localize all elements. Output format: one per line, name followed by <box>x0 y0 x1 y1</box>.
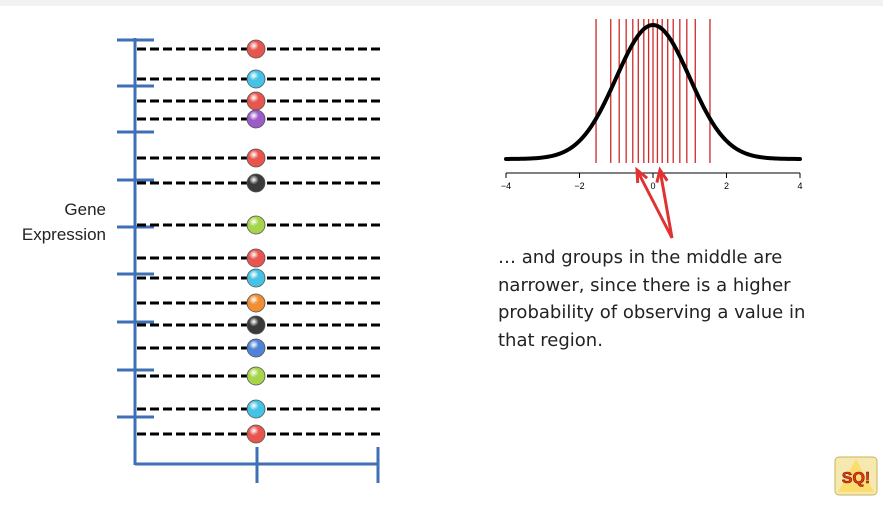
data-point <box>246 215 266 235</box>
chart-x-tick-label: 0 <box>650 181 655 191</box>
data-point <box>246 148 266 168</box>
caption-line-4: that region. <box>498 329 603 351</box>
statquest-logo-icon: SQ! <box>834 456 878 496</box>
chart-x-tick-label: 4 <box>797 181 802 191</box>
arrow-head-left <box>635 166 649 184</box>
density-curve <box>504 22 802 161</box>
data-point <box>246 293 266 313</box>
chart-x-tick-label: −2 <box>574 181 584 191</box>
chart-x-tick-label: −4 <box>501 181 511 191</box>
arrow-shaft-right <box>658 169 674 239</box>
data-point <box>246 109 266 129</box>
y-axis-label: Gene Expression <box>0 197 106 247</box>
data-point <box>246 315 266 335</box>
svg-text:SQ!: SQ! <box>842 470 870 487</box>
data-point <box>246 366 266 386</box>
y-axis-label-line2: Expression <box>21 225 106 244</box>
data-point <box>246 39 266 59</box>
data-point <box>246 248 266 268</box>
data-point <box>246 268 266 288</box>
dot-plot <box>117 38 380 483</box>
caption-text: … and groups in the middle are narrower,… <box>498 244 828 354</box>
data-point <box>246 399 266 419</box>
data-point <box>246 338 266 358</box>
caption-line-2: narrower, since there is a higher <box>498 274 791 296</box>
caption-line-1: … and groups in the middle are <box>498 247 783 268</box>
caption-line-3: probability of observing a value in <box>498 302 806 323</box>
y-axis-label-line1: Gene <box>64 200 106 219</box>
data-point <box>246 69 266 89</box>
top-band <box>0 0 883 6</box>
arrow-head-right <box>655 166 669 183</box>
arrow-shaft-left <box>635 169 674 239</box>
data-point <box>246 173 266 193</box>
data-point <box>246 424 266 444</box>
chart-x-tick-label: 2 <box>724 181 729 191</box>
